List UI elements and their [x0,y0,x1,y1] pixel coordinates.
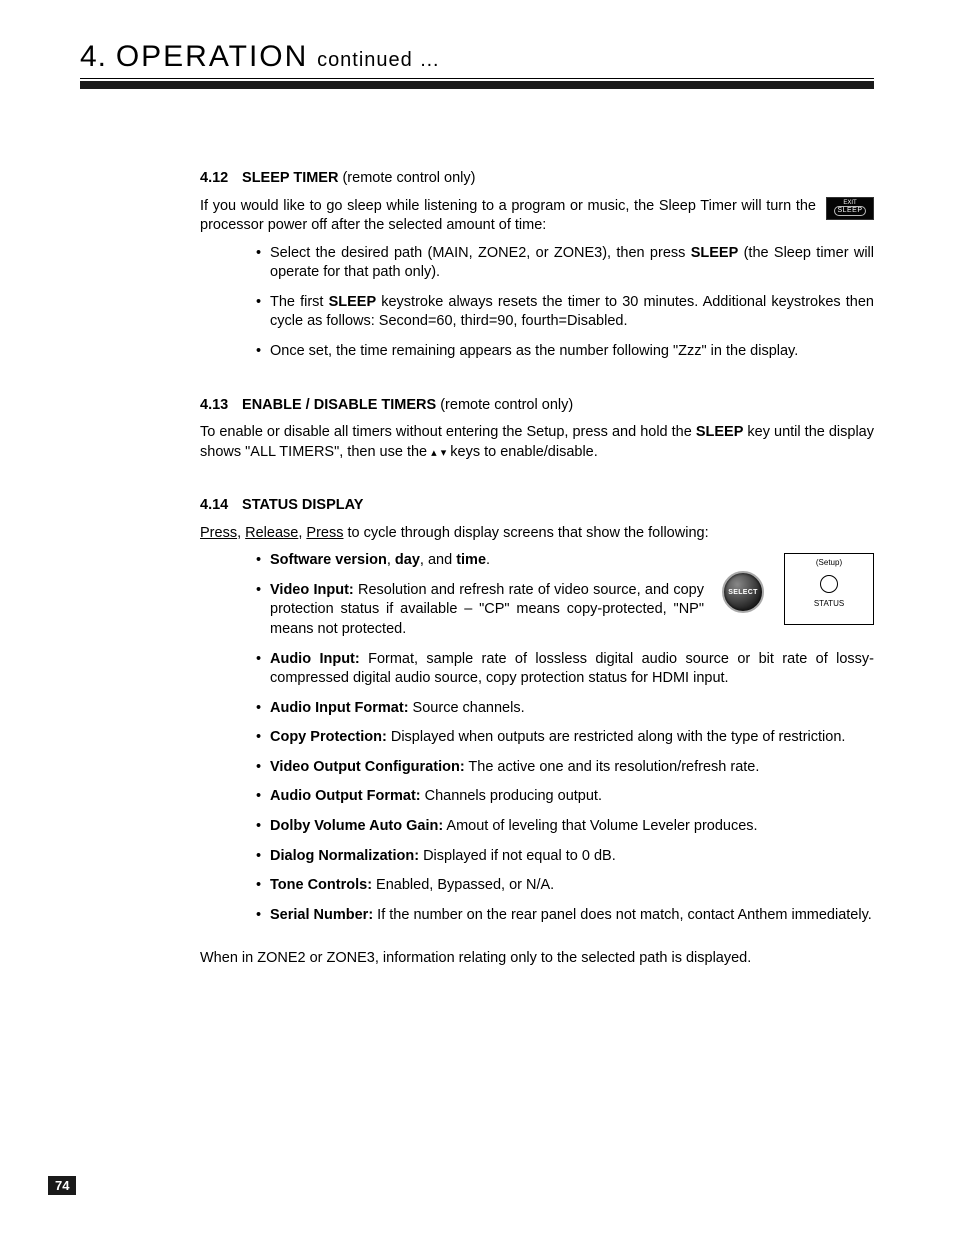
list-item: Copy Protection: Displayed when outputs … [256,728,874,748]
header-rule [80,78,874,79]
sleep-button-icon: EXIT SLEEP [826,197,874,220]
header-bar [80,81,874,89]
down-arrow-icon: ▾ [441,447,447,459]
list-item: Audio Output Format: Channels producing … [256,787,874,807]
list-item: Audio Input: Format, sample rate of loss… [256,650,874,689]
section-number: 4.14 [200,496,238,516]
page-content: 4.12 SLEEP TIMER (remote control only) E… [80,89,874,969]
chapter-continued: continued … [317,49,440,71]
chapter-heading: 4. OPERATION continued … [80,40,874,78]
section-4-14-outro: When in ZONE2 or ZONE3, information rela… [200,949,874,969]
list-item: The first SLEEP keystroke always resets … [256,293,874,332]
section-number: 4.13 [200,396,238,416]
list-item: Audio Input Format: Source channels. [256,699,874,719]
section-4-12-bullets: Select the desired path (MAIN, ZONE2, or… [200,244,874,362]
page: 4. OPERATION continued … 4.12 SLEEP TIME… [0,0,954,1235]
chapter-title-text: OPERATION [116,40,308,73]
page-number: 74 [48,1176,76,1195]
chapter-number: 4. [80,40,107,73]
section-4-14-bullets: Software version, day, and time. Video I… [200,551,874,925]
section-4-13-heading: 4.13 ENABLE / DISABLE TIMERS (remote con… [200,396,874,416]
section-4-12-intro: If you would like to go sleep while list… [200,197,874,236]
list-item: Dialog Normalization: Displayed if not e… [256,847,874,867]
list-item: Select the desired path (MAIN, ZONE2, or… [256,244,874,283]
list-item: Video Output Configuration: The active o… [256,758,874,778]
section-title: STATUS DISPLAY [242,497,363,513]
section-title: SLEEP TIMER [242,170,338,186]
list-item: Once set, the time remaining appears as … [256,342,874,362]
list-item: Video Input: Resolution and refresh rate… [256,581,874,640]
sleep-button-exit-label: EXIT [828,200,872,207]
sleep-button-main-label: SLEEP [834,206,865,216]
section-4-14-intro: Press, Release, Press to cycle through d… [200,524,874,544]
section-number: 4.12 [200,169,238,189]
section-4-14-heading: 4.14 STATUS DISPLAY [200,496,874,516]
section-title: ENABLE / DISABLE TIMERS [242,397,436,413]
list-item: Software version, day, and time. [256,551,874,571]
section-4-13-intro: To enable or disable all timers without … [200,423,874,462]
section-4-12-heading: 4.12 SLEEP TIMER (remote control only) [200,169,874,189]
list-item: Serial Number: If the number on the rear… [256,906,874,926]
list-item: Dolby Volume Auto Gain: Amout of levelin… [256,817,874,837]
up-arrow-icon: ▴ [431,447,437,459]
section-suffix: (remote control only) [338,170,475,186]
section-suffix: (remote control only) [436,397,573,413]
list-item: Tone Controls: Enabled, Bypassed, or N/A… [256,876,874,896]
